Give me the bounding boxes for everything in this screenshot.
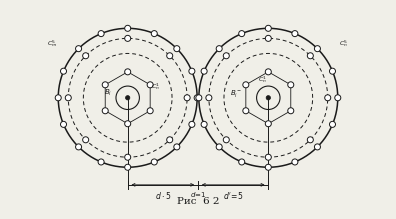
Text: $d\!=\!1$: $d\!=\!1$ [190, 190, 206, 199]
Text: $d'\!=\!5$: $d'\!=\!5$ [223, 190, 243, 201]
Circle shape [125, 25, 131, 31]
Text: $C_n^1$: $C_n^1$ [258, 74, 267, 85]
Circle shape [314, 144, 320, 150]
Circle shape [292, 159, 298, 165]
Circle shape [288, 108, 294, 114]
Circle shape [174, 144, 180, 150]
Text: Рис  6 2: Рис 6 2 [177, 197, 219, 206]
Circle shape [98, 31, 104, 37]
Circle shape [196, 95, 202, 101]
Circle shape [325, 95, 331, 101]
Circle shape [314, 46, 320, 52]
Circle shape [76, 46, 82, 52]
Circle shape [243, 82, 249, 88]
Circle shape [266, 96, 270, 100]
Circle shape [335, 95, 341, 101]
Circle shape [201, 121, 207, 127]
Circle shape [265, 154, 271, 160]
Circle shape [243, 108, 249, 114]
Circle shape [216, 144, 222, 150]
Circle shape [184, 95, 190, 101]
Text: $C_n^1$: $C_n^1$ [151, 81, 160, 92]
Circle shape [265, 69, 271, 75]
Circle shape [98, 159, 104, 165]
Text: $C_n^5$: $C_n^5$ [339, 39, 348, 49]
Circle shape [223, 137, 229, 143]
Circle shape [151, 159, 157, 165]
Circle shape [125, 121, 131, 127]
Circle shape [102, 108, 108, 114]
Circle shape [265, 35, 271, 41]
Circle shape [189, 68, 195, 74]
Circle shape [206, 95, 212, 101]
Circle shape [65, 95, 71, 101]
Circle shape [329, 121, 335, 127]
Circle shape [307, 137, 313, 143]
Circle shape [265, 121, 271, 127]
Circle shape [125, 35, 131, 41]
Circle shape [239, 159, 245, 165]
Circle shape [265, 164, 271, 170]
Circle shape [76, 144, 82, 150]
Circle shape [307, 53, 313, 59]
Circle shape [174, 46, 180, 52]
Circle shape [147, 82, 153, 88]
Circle shape [102, 82, 108, 88]
Circle shape [288, 82, 294, 88]
Text: $B_i$: $B_i$ [105, 88, 112, 99]
Circle shape [223, 53, 229, 59]
Circle shape [167, 53, 173, 59]
Circle shape [201, 68, 207, 74]
Text: $d \cdot 5$: $d \cdot 5$ [154, 190, 171, 201]
Circle shape [125, 69, 131, 75]
Circle shape [151, 31, 157, 37]
Text: $B_i^-$: $B_i^-$ [230, 88, 242, 99]
Circle shape [61, 121, 67, 127]
Circle shape [216, 46, 222, 52]
Circle shape [83, 137, 89, 143]
Circle shape [55, 95, 61, 101]
Circle shape [194, 95, 200, 101]
Text: $C_m^5$: $C_m^5$ [46, 39, 57, 49]
Circle shape [292, 31, 298, 37]
Circle shape [126, 96, 130, 100]
Circle shape [147, 108, 153, 114]
Circle shape [239, 31, 245, 37]
Circle shape [265, 25, 271, 31]
Circle shape [83, 53, 89, 59]
Circle shape [61, 68, 67, 74]
Circle shape [167, 137, 173, 143]
Circle shape [125, 154, 131, 160]
Circle shape [125, 164, 131, 170]
Circle shape [189, 121, 195, 127]
Circle shape [329, 68, 335, 74]
